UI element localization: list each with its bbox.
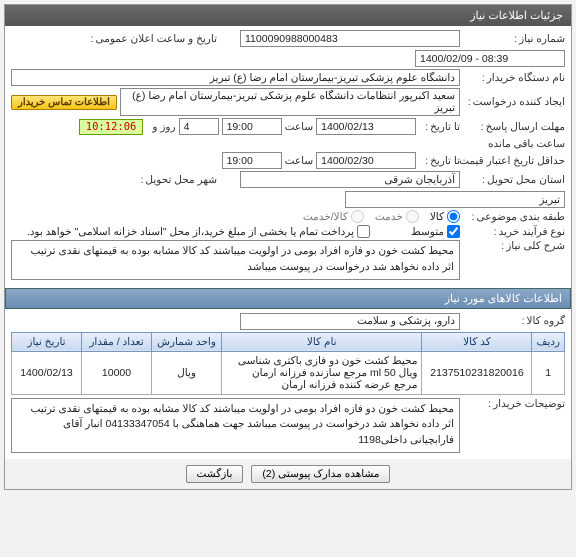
- th-code: کد کالا: [422, 332, 532, 351]
- th-name: نام کالا: [222, 332, 422, 351]
- buyer-desc-label: توضیحات خریدار: [463, 398, 565, 410]
- service-radio-input[interactable]: [406, 210, 419, 223]
- city-label: شهر محل تحویل: [134, 174, 217, 186]
- cell-code: 2137510231820016: [422, 351, 532, 394]
- treasury-check[interactable]: پرداخت تمام یا بخشی از مبلغ خرید،از محل …: [27, 225, 370, 238]
- item-group-value: دارو، پزشکی و سلامت: [240, 313, 460, 330]
- cell-qty: 10000: [82, 351, 152, 394]
- deadline-time-value: 19:00: [222, 118, 282, 135]
- days-word: روز و: [146, 121, 175, 133]
- goods-radio[interactable]: کالا: [430, 210, 460, 223]
- time-word2: ساعت: [285, 155, 314, 167]
- buyer-org-label: نام دستگاه خریدار: [463, 72, 565, 84]
- province-label: استان محل تحویل: [463, 174, 565, 186]
- buyer-desc-value: محیط کشت خون دو فازه افراد بومی در اولوی…: [11, 398, 460, 453]
- treasury-check-label: پرداخت تمام یا بخشی از مبلغ خرید،از محل …: [27, 226, 354, 238]
- service-radio-label: خدمت: [375, 211, 403, 223]
- city-value: تبریز: [345, 191, 565, 208]
- cell-unit: ویال: [152, 351, 222, 394]
- contact-info-button[interactable]: اطلاعات تماس خریدار: [11, 95, 117, 110]
- deadline-date-value: 1400/02/13: [316, 118, 416, 135]
- view-attachments-button[interactable]: مشاهده مدارک پیوستی (2): [251, 465, 390, 483]
- remain-word: ساعت باقی مانده: [482, 138, 565, 150]
- th-row: ردیف: [532, 332, 565, 351]
- anno-date-label: تاریخ و ساعت اعلان عمومی: [85, 33, 217, 45]
- time-word1: ساعت: [285, 121, 314, 133]
- price-valid-label: حداقل تاریخ اعتبار قیمت: [463, 155, 565, 167]
- proc-type-label: نوع فرآیند خرید: [463, 226, 565, 238]
- item-group-label: گروه کالا: [463, 315, 565, 327]
- valid-date-value: 1400/02/30: [316, 152, 416, 169]
- goods-radio-label: کالا: [430, 211, 444, 223]
- cell-name: محیط کشت خون دو فازی باکتری شناسی ویال 5…: [222, 351, 422, 394]
- requester-label: ایجاد کننده درخواست: [463, 96, 565, 108]
- countdown-timer: 10:12:06: [79, 119, 144, 135]
- medium-check[interactable]: متوسط: [411, 225, 460, 238]
- cell-row: 1: [532, 351, 565, 394]
- province-value: آذربایجان شرقی: [240, 171, 460, 188]
- both-radio-label: کالا/خدمت: [303, 211, 348, 223]
- service-radio[interactable]: خدمت: [375, 210, 419, 223]
- back-button[interactable]: بازگشت: [186, 465, 244, 483]
- cell-date: 1400/02/13: [12, 351, 82, 394]
- items-table: ردیف کد کالا نام کالا واحد شمارش تعداد /…: [11, 332, 565, 395]
- overall-desc-label: شرح کلی نیاز: [463, 240, 565, 252]
- items-header: اطلاعات کالاهای مورد نیاز: [5, 288, 571, 309]
- need-no-value: 1100090988000483: [240, 30, 460, 47]
- th-qty: تعداد / مقدار: [82, 332, 152, 351]
- buyer-org-value: دانشگاه علوم پزشکی تبریز-بیمارستان امام …: [11, 69, 460, 86]
- overall-desc-value: محیط کشت خون دو فازه افراد بومی در اولوی…: [11, 240, 460, 280]
- need-no-label: شماره نیاز: [463, 33, 565, 45]
- requester-value: سعید اکبرپور انتظامات دانشگاه علوم پزشکی…: [120, 88, 460, 116]
- from-date-label: تا تاریخ: [419, 121, 460, 133]
- th-unit: واحد شمارش: [152, 332, 222, 351]
- deadline-label: مهلت ارسال پاسخ: [463, 121, 565, 133]
- table-row: 1 2137510231820016 محیط کشت خون دو فازی …: [12, 351, 565, 394]
- budget-cat-label: طبقه بندی موضوعی: [463, 211, 565, 223]
- medium-check-input[interactable]: [447, 225, 460, 238]
- anno-date-value: 1400/02/09 - 08:39: [415, 50, 565, 67]
- both-radio[interactable]: کالا/خدمت: [303, 210, 364, 223]
- valid-time-value: 19:00: [222, 152, 282, 169]
- days-remain-value: 4: [179, 118, 219, 135]
- panel-title: جزئیات اطلاعات نیاز: [5, 5, 571, 26]
- to-date-label: تا تاریخ: [419, 155, 460, 167]
- treasury-check-input[interactable]: [357, 225, 370, 238]
- medium-check-label: متوسط: [411, 226, 444, 238]
- goods-radio-input[interactable]: [447, 210, 460, 223]
- th-need-date: تاریخ نیاز: [12, 332, 82, 351]
- both-radio-input[interactable]: [351, 210, 364, 223]
